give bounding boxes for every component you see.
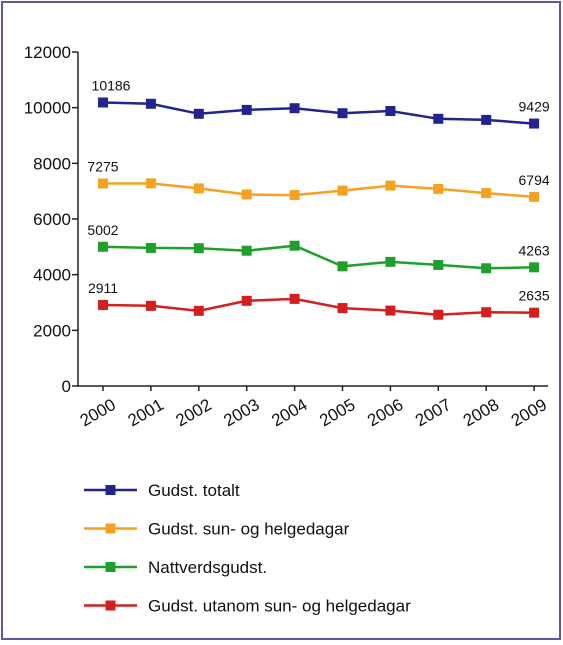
series-line	[102, 101, 535, 125]
data-point-marker	[98, 178, 108, 189]
data-point-marker	[98, 299, 108, 310]
legend-label: Gudst. sun- og helgedagar	[148, 520, 350, 539]
legend-item-4: Gudst. utanom sun- og helgedagar	[84, 597, 411, 616]
data-point-marker	[98, 241, 108, 252]
x-tick-label: 2002	[173, 395, 215, 430]
data-point-marker	[193, 108, 204, 119]
series-line	[102, 244, 535, 270]
series-2: 7275 6794	[87, 159, 550, 202]
data-label: 2635	[519, 288, 550, 304]
data-point-marker	[337, 303, 348, 314]
data-label: 5002	[87, 222, 118, 238]
data-point-marker	[529, 307, 540, 318]
series-3: 5002 4263	[87, 222, 550, 274]
x-tick-label: 2005	[316, 395, 358, 430]
data-point-marker	[193, 183, 204, 194]
x-tick-label: 2007	[412, 395, 454, 430]
data-point-marker	[337, 108, 348, 119]
data-label: 7275	[87, 159, 118, 175]
data-point-marker	[241, 295, 252, 306]
data-point-marker	[529, 262, 540, 273]
data-point-marker	[98, 97, 108, 108]
data-label: 2911	[88, 280, 118, 296]
data-point-marker	[241, 104, 252, 115]
y-tick-label: 2000	[33, 321, 71, 340]
data-label: 4263	[519, 242, 550, 258]
data-point-marker	[145, 300, 156, 311]
series-line	[102, 297, 535, 316]
data-point-marker	[145, 98, 156, 109]
data-point-marker	[529, 191, 540, 202]
data-point-marker	[481, 307, 492, 318]
data-point-marker	[385, 256, 396, 267]
legend-label: Nattverdsgudst.	[148, 558, 267, 577]
x-tick-label: 2009	[508, 395, 550, 430]
data-point-marker	[289, 190, 300, 201]
data-point-marker	[433, 183, 444, 194]
data-point-marker	[385, 106, 396, 117]
data-point-marker	[289, 103, 300, 114]
legend-label: Gudst. utanom sun- og helgedagar	[148, 597, 411, 616]
legend-item-3: Nattverdsgudst.	[84, 558, 267, 577]
x-tick-label: 2006	[364, 395, 406, 430]
x-tick-label: 2008	[460, 395, 502, 430]
data-point-marker	[145, 178, 156, 189]
data-point-marker	[241, 245, 252, 256]
data-point-marker	[193, 305, 204, 316]
data-point-marker	[481, 263, 492, 274]
data-point-marker	[529, 118, 540, 129]
data-point-marker	[385, 305, 396, 316]
y-tick-label: 4000	[33, 266, 71, 285]
data-point-marker	[433, 259, 444, 270]
data-point-marker	[433, 309, 444, 320]
data-label: 6794	[519, 172, 550, 188]
data-point-marker	[241, 189, 252, 200]
legend-item-1: Gudst. totalt	[84, 481, 240, 500]
data-label: 9429	[519, 99, 550, 115]
legend-marker	[105, 485, 116, 495]
data-point-marker	[481, 114, 492, 125]
data-point-marker	[145, 242, 156, 253]
x-tick-label: 2003	[220, 395, 262, 430]
y-tick-label: 0	[62, 377, 71, 396]
legend-item-2: Gudst. sun- og helgedagar	[84, 520, 350, 539]
legend-marker	[105, 600, 116, 611]
legend-marker	[105, 523, 116, 534]
legend-marker	[105, 562, 116, 572]
data-label: 10186	[92, 77, 131, 93]
legend-label: Gudst. totalt	[148, 481, 240, 500]
y-tick-label: 10000	[24, 99, 71, 118]
data-point-marker	[193, 243, 204, 254]
x-tick-label: 2001	[125, 395, 167, 430]
data-point-marker	[289, 240, 300, 251]
y-tick-label: 6000	[33, 210, 71, 229]
series-line	[102, 182, 535, 199]
x-tick-label: 2000	[77, 395, 119, 430]
series-4: 2911 2635	[88, 280, 550, 320]
data-point-marker	[385, 180, 396, 191]
data-point-marker	[481, 188, 492, 199]
y-tick-label: 8000	[33, 154, 71, 173]
y-tick-label: 12000	[24, 43, 71, 62]
data-point-marker	[337, 261, 348, 272]
data-point-marker	[337, 185, 348, 196]
series-1: 10186 9429	[92, 77, 550, 129]
x-tick-label: 2004	[268, 395, 310, 430]
data-point-marker	[289, 293, 300, 304]
data-point-marker	[433, 113, 444, 124]
